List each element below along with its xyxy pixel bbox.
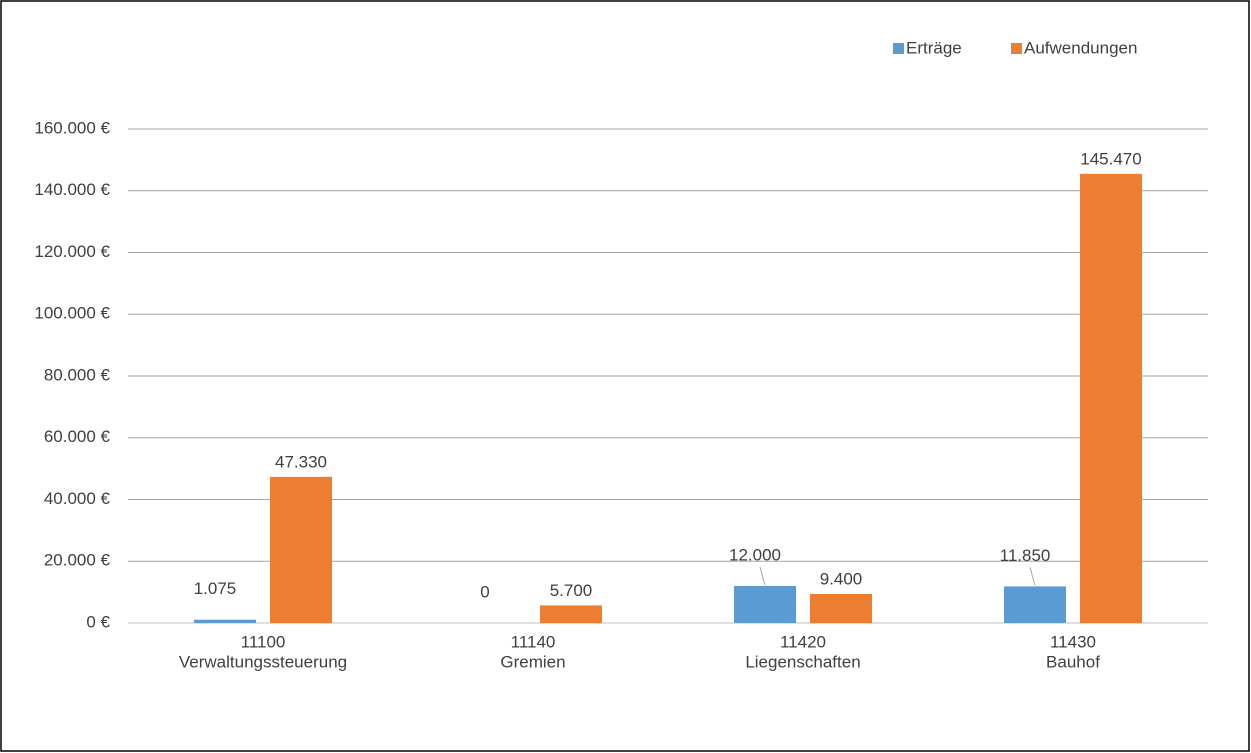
x-tick-label: 11140 <box>511 632 556 651</box>
x-tick-label: Gremien <box>500 652 565 671</box>
bar <box>270 476 332 623</box>
bar <box>1004 586 1066 623</box>
data-label: 12.000 <box>729 545 781 564</box>
data-label: 47.330 <box>275 452 327 471</box>
bar <box>810 593 872 623</box>
leader-line <box>1029 567 1036 586</box>
y-tick-label: 100.000 € <box>34 304 110 323</box>
legend-label: Erträge <box>906 38 962 57</box>
y-tick-label: 140.000 € <box>34 180 110 199</box>
y-tick-label: 20.000 € <box>44 551 111 570</box>
y-tick-label: 120.000 € <box>34 242 110 261</box>
data-label: 9.400 <box>820 569 863 588</box>
bar <box>194 619 256 623</box>
bar <box>734 585 796 623</box>
y-tick-label: 60.000 € <box>44 427 111 446</box>
x-tick-label: Bauhof <box>1046 652 1100 671</box>
bar <box>540 605 602 623</box>
data-label: 1.075 <box>194 579 237 598</box>
x-tick-label: 11430 <box>1050 632 1096 651</box>
legend-swatch <box>893 43 904 54</box>
x-tick-label: Liegenschaften <box>745 652 860 671</box>
data-label: 11.850 <box>1000 546 1051 565</box>
data-label: 5.700 <box>550 581 593 600</box>
bar <box>1080 173 1142 623</box>
y-tick-label: 0 € <box>86 612 110 631</box>
legend-swatch <box>1011 43 1022 54</box>
x-tick-label: Verwaltungssteuerung <box>179 652 347 671</box>
leader-line <box>759 566 766 586</box>
data-label: 145.470 <box>1080 149 1141 168</box>
data-label: 0 <box>480 582 489 601</box>
x-tick-label: 11100 <box>241 632 286 651</box>
x-tick-label: 11420 <box>780 632 826 651</box>
y-tick-label: 40.000 € <box>44 489 111 508</box>
y-tick-label: 160.000 € <box>34 118 110 137</box>
y-tick-label: 80.000 € <box>44 365 111 384</box>
legend-label: Aufwendungen <box>1024 38 1137 57</box>
